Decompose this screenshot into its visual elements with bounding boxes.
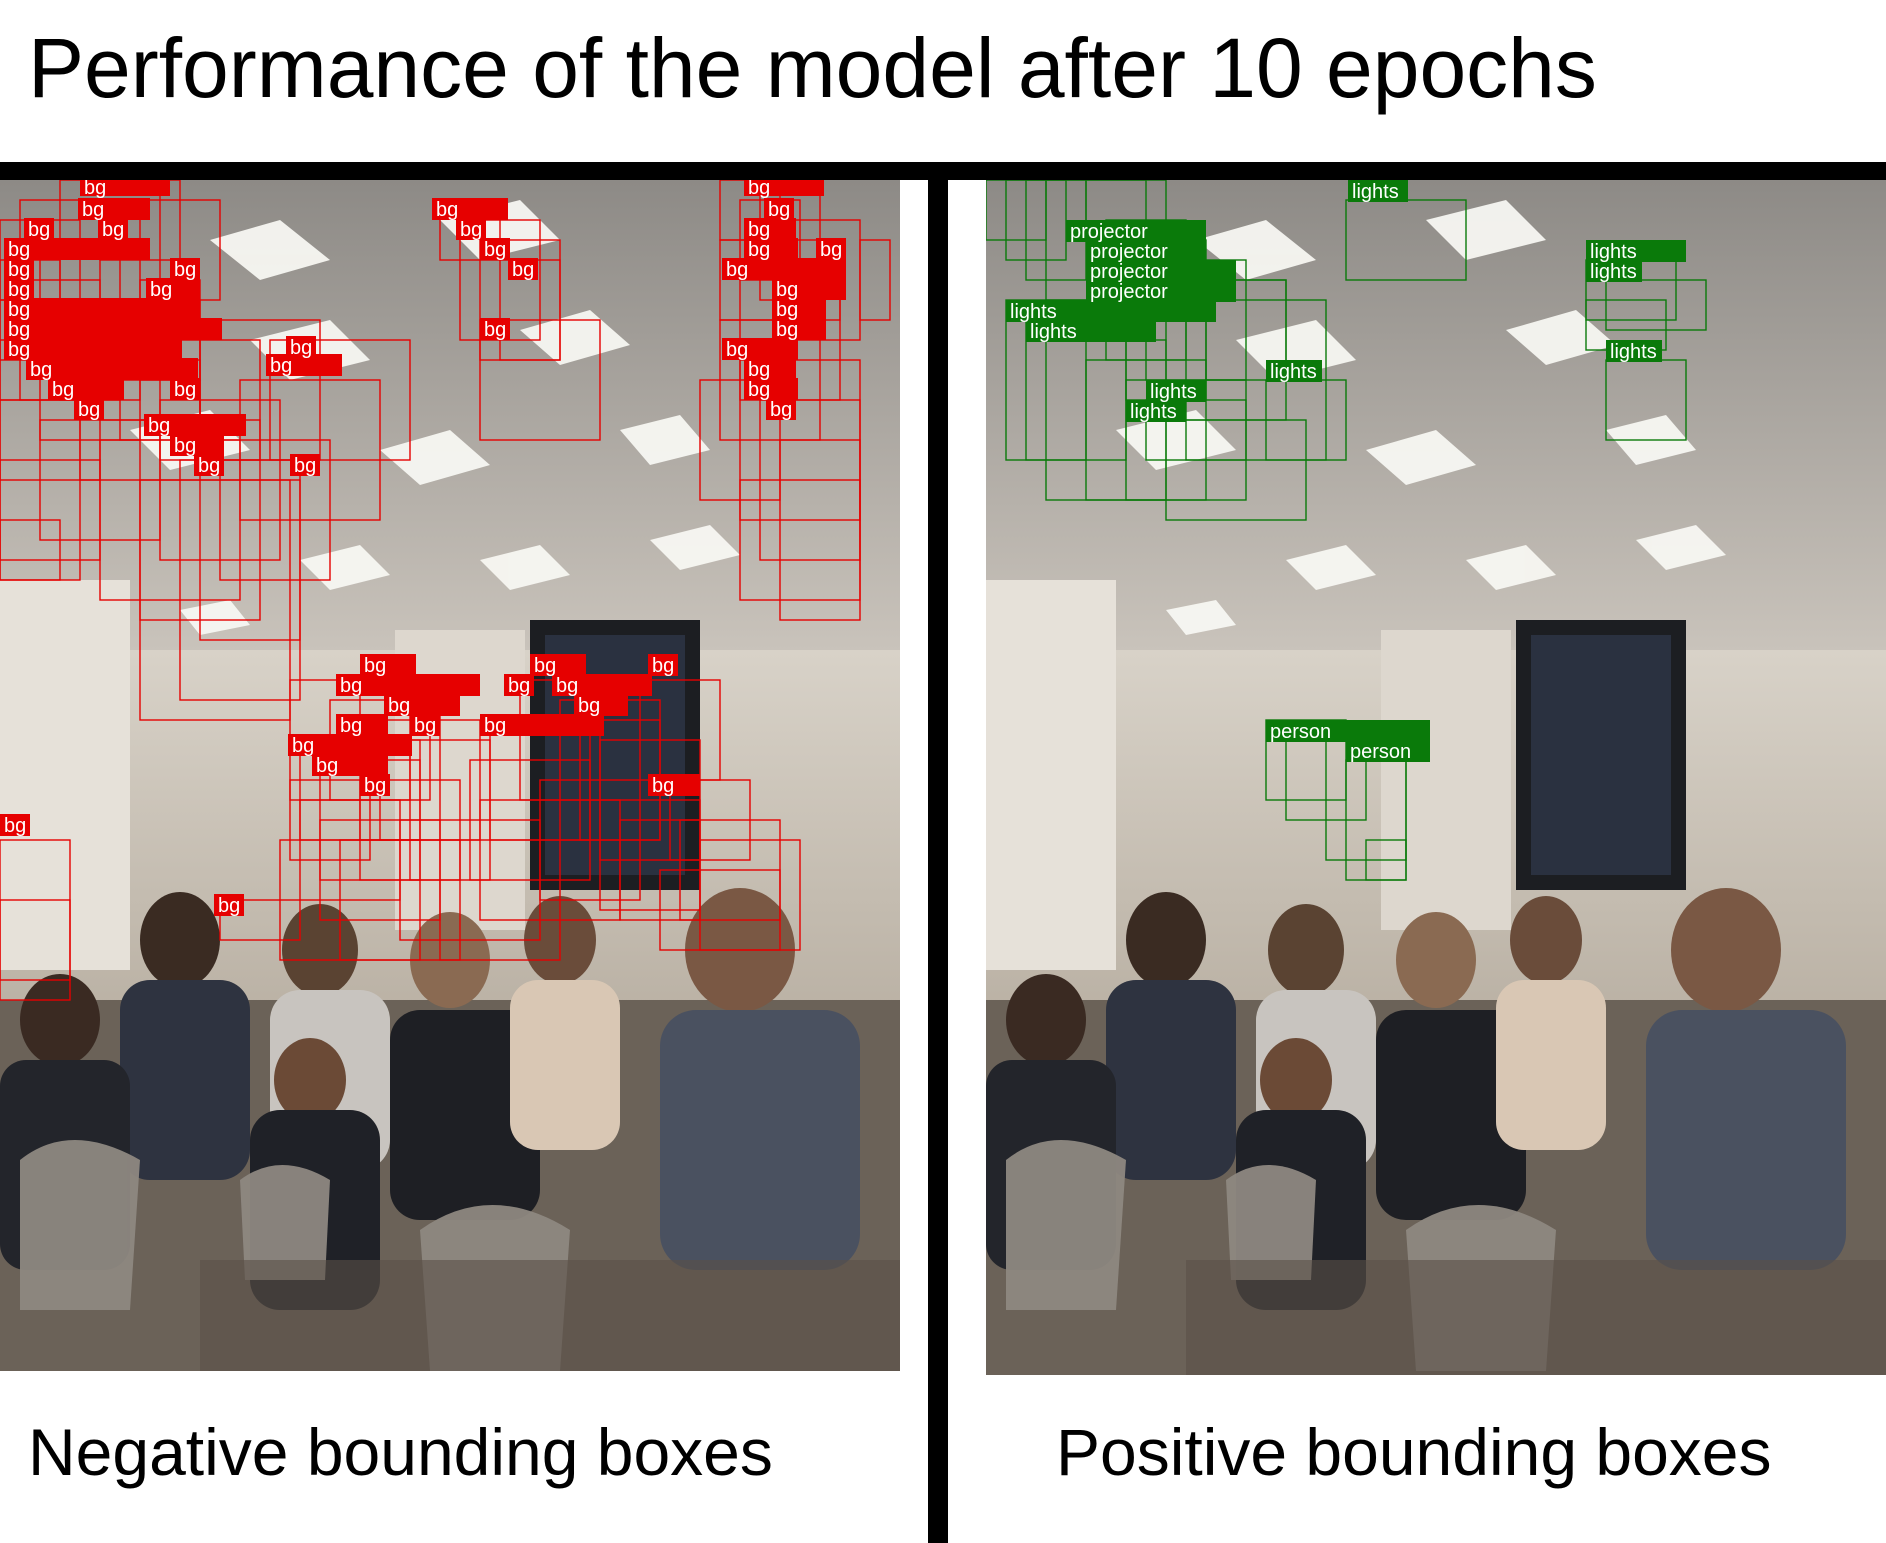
negative-label: bg bbox=[340, 715, 362, 737]
negative-label: bg bbox=[84, 180, 106, 199]
negative-label: bg bbox=[292, 735, 314, 757]
negative-label: bg bbox=[652, 655, 674, 677]
negative-label: bg bbox=[534, 655, 556, 677]
negative-label: bg bbox=[748, 239, 770, 261]
person-label: person bbox=[1350, 741, 1411, 763]
negative-label: bg bbox=[776, 299, 798, 321]
negative-label: bg bbox=[776, 319, 798, 341]
lights-label: lights bbox=[1270, 361, 1317, 383]
negative-label: bg bbox=[484, 715, 506, 737]
negative-label: bg bbox=[436, 199, 458, 221]
negative-label: bg bbox=[484, 319, 506, 341]
negative-label: bg bbox=[484, 239, 506, 261]
negative-label: bg bbox=[30, 359, 52, 381]
scene bbox=[986, 180, 1886, 1375]
caption-negative: Negative bounding boxes bbox=[28, 1415, 773, 1489]
center-divider bbox=[928, 162, 948, 1543]
negative-label: bg bbox=[652, 775, 674, 797]
projector-label: projector bbox=[1090, 281, 1168, 303]
negative-label: bg bbox=[414, 715, 436, 737]
negative-label: bg bbox=[8, 239, 30, 261]
negative-label: bg bbox=[578, 695, 600, 717]
negative-label: bg bbox=[820, 239, 842, 261]
negative-label: bg bbox=[726, 259, 748, 281]
negative-label: bg bbox=[28, 219, 50, 241]
negative-label: bg bbox=[78, 399, 100, 421]
negative-label: bg bbox=[174, 435, 196, 457]
negative-label: bg bbox=[556, 675, 578, 697]
negative-labels: bg bg bg bg bg bg bg bg bg bg bg bg bg b… bbox=[0, 180, 846, 917]
lights-label: lights bbox=[1150, 381, 1197, 403]
negative-label: bg bbox=[290, 337, 312, 359]
lights-label: lights bbox=[1610, 341, 1657, 363]
negative-label: bg bbox=[150, 279, 172, 301]
negative-label: bg bbox=[748, 219, 770, 241]
negative-label: bg bbox=[270, 355, 292, 377]
negative-label: bg bbox=[174, 379, 196, 401]
negative-label: bg bbox=[8, 279, 30, 301]
lights-label: lights bbox=[1010, 301, 1057, 323]
negative-label: bg bbox=[340, 675, 362, 697]
negative-label: bg bbox=[364, 655, 386, 677]
negative-label: bg bbox=[508, 675, 530, 697]
negative-label: bg bbox=[218, 895, 240, 917]
negative-label: bg bbox=[8, 299, 30, 321]
caption-positive: Positive bounding boxes bbox=[1056, 1415, 1772, 1489]
negative-label: bg bbox=[726, 339, 748, 361]
negative-label: bg bbox=[4, 815, 26, 837]
projector-label: projector bbox=[1070, 221, 1148, 243]
negative-label: bg bbox=[82, 199, 104, 221]
person-label: person bbox=[1270, 721, 1331, 743]
negative-label: bg bbox=[364, 775, 386, 797]
negative-label: bg bbox=[148, 415, 170, 437]
negative-label: bg bbox=[316, 755, 338, 777]
negative-label: bg bbox=[776, 279, 798, 301]
positive-labels: lights projector projector projector pro… bbox=[1006, 180, 1686, 763]
negative-label: bg bbox=[102, 219, 124, 241]
negative-label: bg bbox=[388, 695, 410, 717]
projector-label: projector bbox=[1090, 241, 1168, 263]
negative-label: bg bbox=[460, 219, 482, 241]
negative-label: bg bbox=[768, 199, 790, 221]
classroom-photo-left: bg bg bg bg bg bg bg bg bg bg bg bg bg b… bbox=[0, 180, 900, 1371]
negative-label: bg bbox=[8, 339, 30, 361]
classroom-photo-right: lights projector projector projector pro… bbox=[986, 180, 1886, 1375]
projector-label: projector bbox=[1090, 261, 1168, 283]
lights-label: lights bbox=[1590, 241, 1637, 263]
lights-label: lights bbox=[1352, 181, 1399, 203]
negative-label: bg bbox=[52, 379, 74, 401]
figure-title: Performance of the model after 10 epochs bbox=[28, 21, 1597, 115]
lights-label: lights bbox=[1030, 321, 1077, 343]
negative-label: bg bbox=[8, 319, 30, 341]
lights-label: lights bbox=[1130, 401, 1177, 423]
negative-boxes-image: bg bg bg bg bg bg bg bg bg bg bg bg bg b… bbox=[0, 180, 900, 1371]
negative-label: bg bbox=[174, 259, 196, 281]
negative-label: bg bbox=[770, 399, 792, 421]
negative-label: bg bbox=[294, 455, 316, 477]
negative-label: bg bbox=[748, 180, 770, 199]
lights-label: lights bbox=[1590, 261, 1637, 283]
negative-label: bg bbox=[8, 259, 30, 281]
negative-label: bg bbox=[748, 379, 770, 401]
negative-label: bg bbox=[198, 455, 220, 477]
negative-label: bg bbox=[748, 359, 770, 381]
negative-label: bg bbox=[512, 259, 534, 281]
positive-boxes-image: lights projector projector projector pro… bbox=[986, 180, 1886, 1375]
